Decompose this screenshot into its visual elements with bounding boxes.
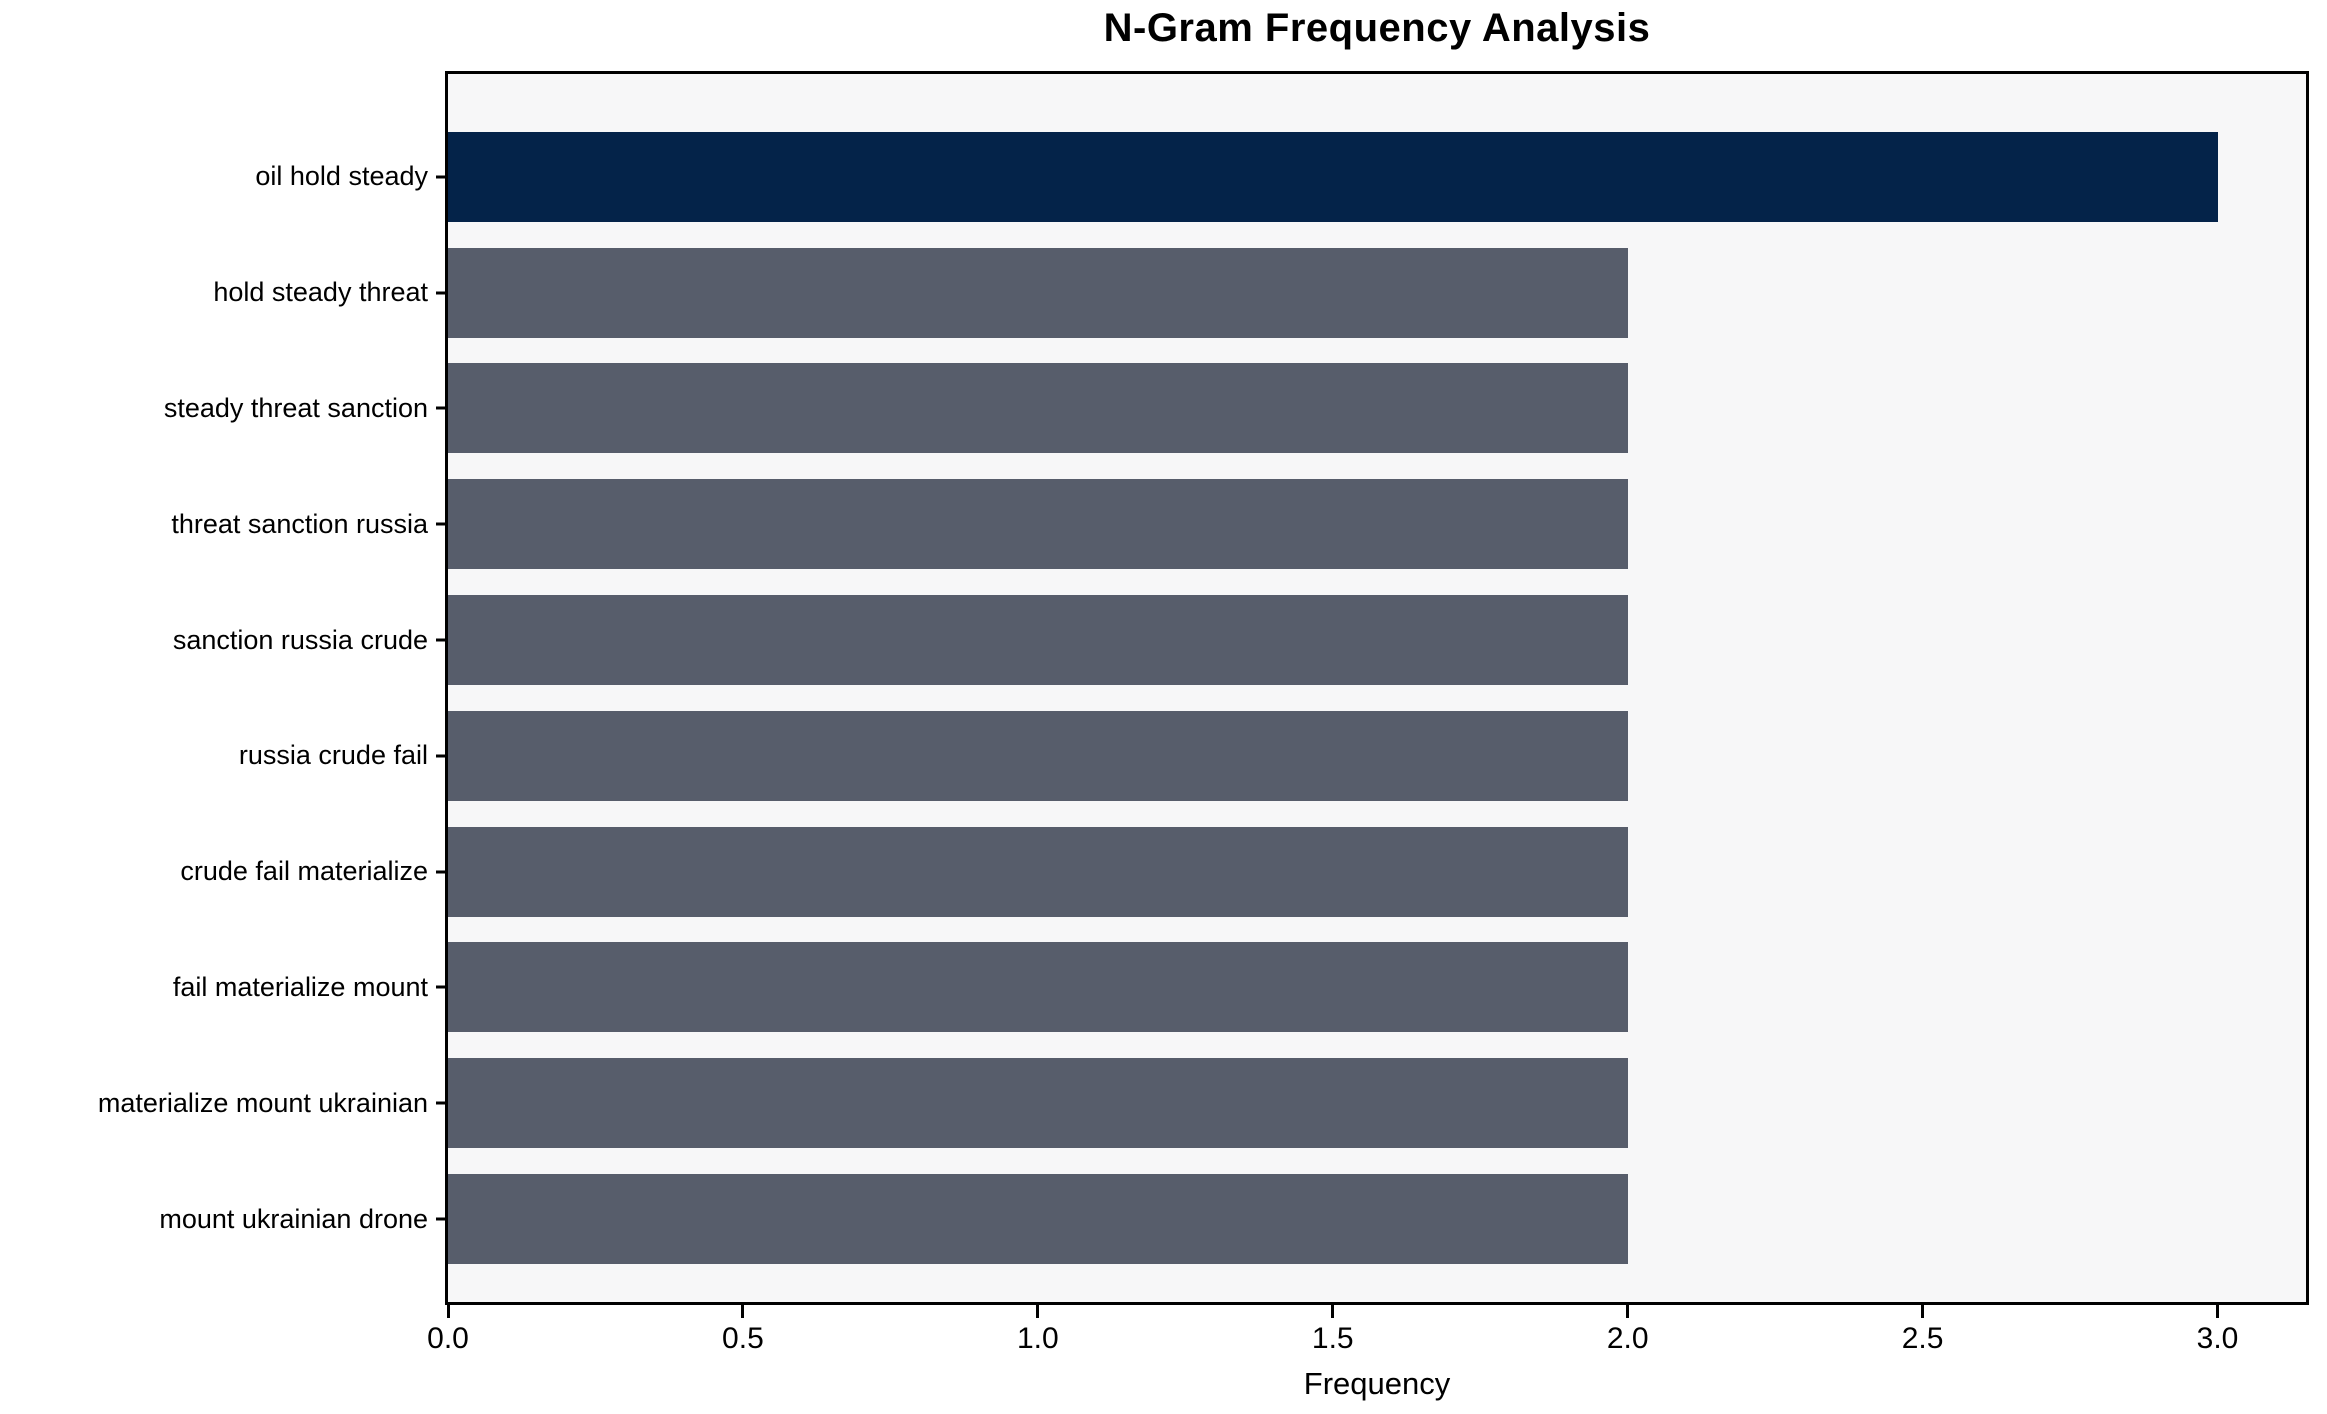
x-tick-mark <box>2216 1305 2220 1318</box>
y-tick-mark <box>436 406 449 410</box>
bar-row <box>448 1161 2306 1277</box>
y-tick-mark <box>436 175 449 179</box>
y-tick-label: crude fail materialize <box>180 856 428 887</box>
bar-row <box>448 930 2306 1046</box>
bar-threat-sanction-russia <box>448 479 1628 570</box>
bar-hold-steady-threat <box>448 247 1628 338</box>
chart-title: N-Gram Frequency Analysis <box>1103 6 1651 50</box>
x-tick-label: 1.5 <box>1311 1322 1354 1355</box>
bar-crude-fail-materialize <box>448 826 1628 917</box>
y-tick-mark <box>436 1101 449 1105</box>
y-tick-label: steady threat sanction <box>163 392 428 423</box>
y-tick-row: materialize mount ukrainian <box>0 1045 449 1161</box>
y-tick-row: crude fail materialize <box>0 814 449 930</box>
y-tick-label: threat sanction russia <box>171 508 428 539</box>
y-tick-row: fail materialize mount <box>0 930 449 1046</box>
x-tick-mark <box>1331 1305 1335 1318</box>
y-tick-row: russia crude fail <box>0 698 449 814</box>
y-tick-label: hold steady threat <box>213 277 428 308</box>
x-tick-mark <box>446 1305 450 1318</box>
y-tick-label: materialize mount ukrainian <box>97 1087 428 1118</box>
y-tick-mark <box>436 870 449 874</box>
x-tick-label: 0.5 <box>722 1322 764 1355</box>
bar-row <box>448 698 2306 814</box>
bar-fail-materialize-mount <box>448 942 1628 1033</box>
y-tick-mark <box>436 291 449 295</box>
y-tick-mark <box>436 638 449 642</box>
bar-row <box>448 1045 2306 1161</box>
y-tick-row: oil hold steady <box>0 119 449 235</box>
y-tick-label: oil hold steady <box>255 161 428 192</box>
x-axis: 0.0 0.5 1.0 1.5 2.0 2.5 3.0 <box>427 1305 2306 1365</box>
x-axis-label: Frequency <box>1303 1366 1451 1401</box>
y-tick-mark <box>436 754 449 758</box>
y-tick-row: threat sanction russia <box>0 466 449 582</box>
y-tick-label: sanction russia crude <box>172 624 428 655</box>
bar-row <box>448 351 2306 467</box>
bar-row <box>448 119 2306 235</box>
x-tick-mark <box>741 1305 745 1318</box>
x-tick-mark <box>1036 1305 1040 1318</box>
x-tick-mark <box>1921 1305 1925 1318</box>
bar-sanction-russia-crude <box>448 595 1628 686</box>
x-tick-label: 3.0 <box>2196 1322 2239 1355</box>
bar-steady-threat-sanction <box>448 363 1628 454</box>
bar-materialize-mount-ukrainian <box>448 1058 1628 1149</box>
y-tick-row: hold steady threat <box>0 235 449 351</box>
bar-mount-ukrainian-drone <box>448 1174 1628 1265</box>
y-tick-mark <box>436 1217 449 1221</box>
x-tick-label: 2.5 <box>1901 1322 1944 1355</box>
y-axis: oil hold steady hold steady threat steady … <box>0 74 449 1302</box>
bar-russia-crude-fail <box>448 710 1628 801</box>
bar-row <box>448 582 2306 698</box>
y-tick-row: mount ukrainian drone <box>0 1161 449 1277</box>
y-tick-label: mount ukrainian drone <box>159 1203 428 1234</box>
x-tick-mark <box>1626 1305 1630 1318</box>
bar-oil-hold-steady <box>448 131 2218 222</box>
bar-series <box>448 74 2306 1302</box>
y-tick-row: sanction russia crude <box>0 582 449 698</box>
bar-row <box>448 814 2306 930</box>
x-tick-label: 0.0 <box>427 1322 469 1355</box>
y-tick-mark <box>436 522 449 526</box>
y-tick-label: fail materialize mount <box>172 971 428 1002</box>
bar-row <box>448 235 2306 351</box>
x-tick-label: 1.0 <box>1016 1322 1059 1355</box>
plot-area <box>445 71 2309 1305</box>
bar-row <box>448 466 2306 582</box>
y-tick-label: russia crude fail <box>238 740 428 771</box>
y-tick-mark <box>436 985 449 989</box>
y-tick-row: steady threat sanction <box>0 351 449 467</box>
x-tick-label: 2.0 <box>1606 1322 1649 1355</box>
